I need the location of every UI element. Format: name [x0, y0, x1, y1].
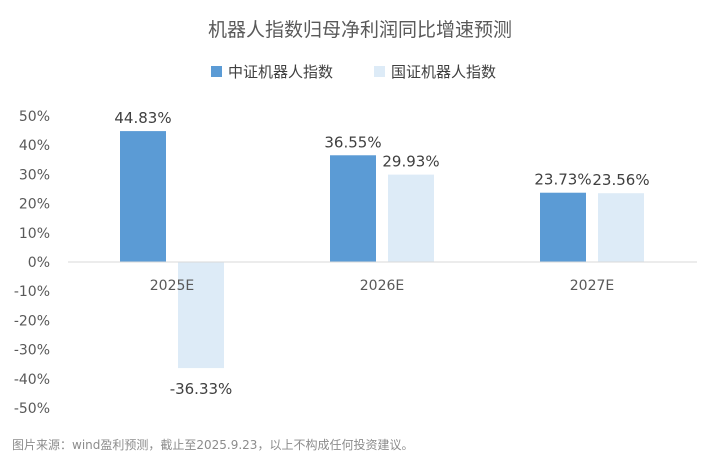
data-label-2025E-series-0: 44.83%	[114, 109, 171, 127]
bars	[120, 131, 644, 369]
bar-2027E-series-1	[598, 193, 644, 262]
bar-2025E-series-1	[178, 262, 224, 369]
x-category-label: 2026E	[360, 278, 404, 294]
source-note: 图片来源：wind盈利预测，截止至2025.9.23，以上不构成任何投资建议。	[12, 437, 413, 452]
y-tick-label: 30%	[19, 167, 50, 183]
x-category-label: 2027E	[570, 278, 614, 294]
bar-2026E-series-0	[330, 155, 376, 262]
data-label-2026E-series-0: 36.55%	[324, 133, 381, 151]
data-label-2026E-series-1: 29.93%	[382, 153, 439, 171]
legend-label-series-1: 国证机器人指数	[391, 63, 496, 81]
bar-2025E-series-0	[120, 131, 166, 262]
y-tick-label: 50%	[19, 109, 50, 125]
data-label-2027E-series-1: 23.56%	[592, 171, 649, 189]
legend-swatch-series-1	[374, 66, 385, 77]
legend-swatch-series-0	[211, 66, 222, 77]
y-tick-label: -50%	[14, 401, 50, 417]
legend-label-series-0: 中证机器人指数	[228, 63, 333, 81]
data-label-2027E-series-0: 23.73%	[534, 171, 591, 189]
data-label-2025E-series-1: -36.33%	[170, 380, 233, 398]
chart-title: 机器人指数归母净利润同比增速预测	[208, 19, 512, 41]
y-tick-label: -20%	[14, 313, 50, 329]
x-axis: 2025E 2026E 2027E	[68, 261, 697, 294]
y-axis: 50% 40% 30% 20% 10% 0% -10% -20% -30% -40% -50%	[14, 109, 50, 417]
y-tick-label: 20%	[19, 197, 50, 213]
y-tick-label: 10%	[19, 226, 50, 242]
y-tick-label: 0%	[28, 255, 50, 271]
bar-2026E-series-1	[388, 174, 434, 262]
y-tick-label: -30%	[14, 343, 50, 359]
legend: 中证机器人指数 国证机器人指数	[211, 63, 496, 81]
y-tick-label: 40%	[19, 138, 50, 154]
x-category-label: 2025E	[150, 278, 194, 294]
y-tick-label: -40%	[14, 372, 50, 388]
y-tick-label: -10%	[14, 284, 50, 300]
data-labels: 44.83% -36.33% 36.55%29.93% 23.73% 23.56%	[114, 109, 649, 398]
bar-2027E-series-0	[540, 192, 586, 262]
